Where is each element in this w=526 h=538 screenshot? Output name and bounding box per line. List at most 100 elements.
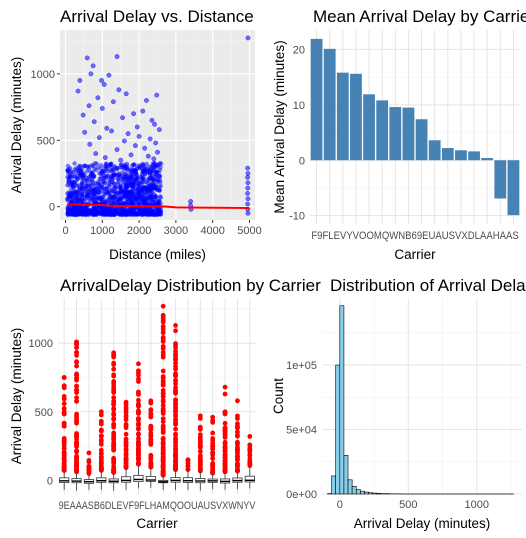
- bar: [336, 72, 349, 161]
- bar: [441, 148, 454, 161]
- histogram-bar: [343, 455, 349, 495]
- trend-line: [67, 203, 250, 210]
- outlier-point: [222, 444, 228, 450]
- outlier-point: [123, 455, 129, 461]
- x-tick-label: 4000: [200, 225, 224, 237]
- histogram-bar: [376, 493, 382, 495]
- y-tick-label: 0: [299, 155, 305, 167]
- histogram-bar: [351, 485, 357, 495]
- x-tick-label: 0: [337, 499, 343, 511]
- data-point: [80, 192, 85, 198]
- outlier-point: [98, 441, 104, 447]
- outlier-point: [74, 375, 79, 381]
- data-point: [155, 199, 160, 204]
- data-point: [245, 180, 251, 186]
- data-point: [91, 199, 97, 204]
- outlier-point: [74, 411, 79, 417]
- scatter-panel: 0 1000 2000 3000 4000 5000 0 500 1000 Arrival Del…: [9, 7, 262, 262]
- outlier-point: [148, 456, 154, 462]
- data-point: [98, 166, 104, 171]
- data-point: [106, 72, 112, 78]
- outlier-point: [160, 368, 166, 374]
- outlier-point: [111, 459, 117, 465]
- outlier-point: [197, 424, 203, 430]
- data-point: [79, 198, 84, 204]
- data-point: [102, 155, 108, 160]
- outlier-point: [74, 462, 79, 468]
- chart-title: Arrival Delay vs. Distance: [60, 7, 254, 26]
- box: [244, 475, 255, 483]
- data-point: [101, 170, 107, 175]
- data-point: [153, 140, 159, 146]
- x-tick-label: 500: [399, 499, 417, 511]
- data-point: [149, 168, 154, 173]
- outlier-point: [74, 433, 79, 439]
- data-point: [152, 183, 157, 188]
- chart-title: ArrivalDelay Distribution by Carrier: [60, 276, 321, 295]
- outlier-point: [160, 419, 166, 424]
- data-point: [111, 176, 116, 181]
- outlier-point: [210, 442, 216, 448]
- histogram-bar: [364, 491, 369, 495]
- x-tick-label: 1000: [90, 225, 114, 237]
- data-point: [104, 200, 110, 206]
- outlier-point: [173, 366, 178, 372]
- outlier-point: [111, 436, 117, 442]
- data-point: [132, 201, 137, 206]
- data-point: [136, 184, 141, 189]
- outlier-point: [61, 463, 67, 469]
- data-point: [134, 173, 139, 179]
- outlier-point: [197, 468, 203, 474]
- outlier-point: [98, 421, 104, 427]
- data-point: [245, 35, 251, 41]
- data-point: [85, 164, 91, 169]
- data-point: [66, 167, 72, 172]
- outlier-point: [136, 397, 141, 403]
- data-point: [90, 170, 96, 175]
- data-point: [123, 91, 129, 97]
- data-point: [134, 124, 140, 130]
- outlier-point: [74, 441, 79, 447]
- outlier-point: [136, 376, 141, 382]
- outlier-point: [160, 458, 166, 464]
- data-point: [103, 209, 109, 214]
- outlier-point: [74, 359, 79, 365]
- outlier-point: [160, 303, 166, 309]
- data-point: [154, 212, 159, 217]
- data-point: [136, 192, 141, 197]
- outlier-point: [61, 449, 67, 455]
- box: [133, 474, 144, 483]
- data-point: [149, 211, 155, 216]
- data-point: [95, 95, 101, 101]
- outlier-point: [210, 436, 216, 441]
- data-point: [138, 166, 143, 171]
- outlier-point: [136, 370, 141, 376]
- outlier-point: [136, 450, 141, 456]
- outlier-point: [173, 345, 178, 350]
- data-point: [188, 198, 194, 204]
- data-point: [139, 162, 144, 167]
- data-point: [66, 177, 72, 182]
- outlier-point: [173, 435, 178, 441]
- data-point: [245, 165, 251, 171]
- data-point: [104, 161, 109, 166]
- data-point: [93, 151, 99, 156]
- bar: [507, 160, 520, 216]
- outlier-point: [86, 450, 92, 456]
- data-point: [157, 187, 163, 193]
- outlier-point: [235, 468, 240, 473]
- box: [121, 476, 132, 483]
- data-point: [114, 54, 120, 59]
- data-point: [72, 161, 77, 166]
- bar: [415, 119, 428, 161]
- histogram-bar: [335, 364, 341, 495]
- x-tick-label: 5000: [237, 225, 261, 237]
- data-point: [126, 175, 132, 180]
- outlier-point: [247, 463, 253, 468]
- data-point: [83, 196, 88, 201]
- outlier-point: [98, 461, 104, 467]
- data-point: [142, 145, 148, 151]
- data-point: [128, 152, 134, 158]
- bar: [468, 151, 480, 161]
- outlier-point: [222, 409, 228, 415]
